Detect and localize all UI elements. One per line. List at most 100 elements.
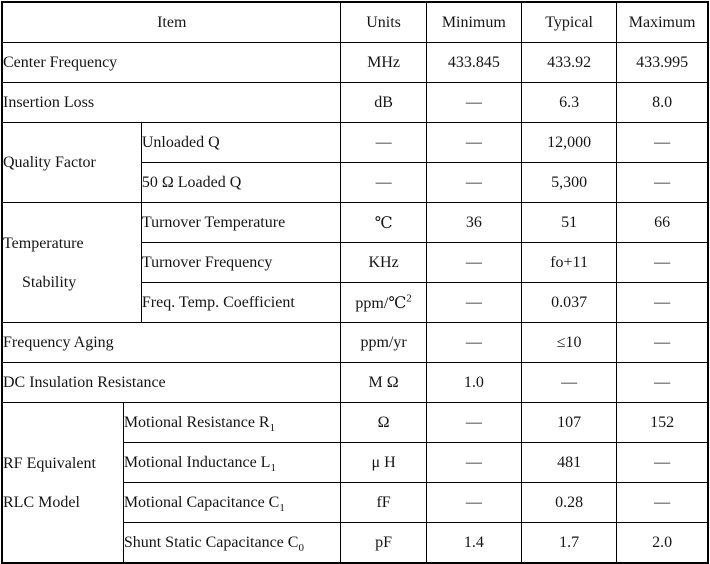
units-cell: MHz: [340, 42, 427, 83]
minimum-cell: —: [425, 122, 522, 163]
units-superscript: 2: [406, 292, 412, 305]
maximum-cell: —: [616, 162, 709, 203]
item-subscript: 1: [279, 501, 285, 514]
typical-cell: 1.7: [520, 522, 618, 564]
typical-cell: —: [520, 362, 618, 403]
item-base: Motional Inductance L: [123, 453, 271, 471]
item-subscript: 1: [269, 421, 276, 434]
minimum-cell: —: [425, 482, 522, 523]
units-cell: dB: [340, 82, 427, 123]
units-cell: fF: [340, 482, 427, 523]
minimum-cell: 1.4: [425, 522, 522, 564]
group-cell-temperature-stability: Temperature Stability: [1, 202, 142, 323]
group-line-1: Temperature: [3, 234, 84, 252]
row-dc-insulation-resistance: DC Insulation Resistance M Ω 1.0 — —: [1, 362, 709, 403]
units-cell: ppm/℃2: [340, 282, 427, 323]
minimum-cell: —: [425, 282, 522, 323]
header-maximum: Maximum: [616, 1, 709, 43]
minimum-cell: 1.0: [425, 362, 522, 403]
item-cell: Turnover Temperature: [140, 202, 342, 243]
units-cell: —: [340, 122, 427, 163]
units-cell: ppm/yr: [340, 322, 427, 363]
group-cell-quality-factor: Quality Factor: [1, 122, 142, 203]
group-line-1: RF Equivalent: [3, 454, 96, 472]
row-turnover-frequency: Turnover Frequency KHz — fo+11 —: [2, 242, 709, 283]
maximum-cell: 433.995: [616, 42, 709, 83]
row-freq-temp-coefficient: Freq. Temp. Coefficient ppm/℃2 — 0.037 —: [2, 282, 709, 323]
maximum-cell: 8.0: [616, 82, 709, 123]
row-motional-capacitance: Motional Capacitance C1 fF — 0.28 —: [2, 482, 709, 523]
item-base: Motional Capacitance C: [123, 493, 280, 511]
item-cell: Insertion Loss: [1, 82, 342, 123]
typical-cell: 481: [520, 442, 618, 483]
maximum-cell: 66: [616, 202, 709, 243]
item-cell: Motional Resistance R1: [122, 402, 342, 443]
typical-cell: 0.28: [520, 482, 618, 523]
item-subscript: 0: [298, 541, 304, 554]
item-cell: Unloaded Q: [140, 122, 342, 163]
units-base: ppm/℃: [355, 294, 407, 312]
minimum-cell: —: [425, 402, 522, 443]
header-typical: Typical: [520, 1, 618, 43]
units-cell: pF: [340, 522, 427, 564]
row-center-frequency: Center Frequency MHz 433.845 433.92 433.…: [1, 42, 709, 83]
maximum-cell: —: [616, 122, 709, 163]
minimum-cell: 36: [425, 202, 522, 243]
row-turnover-temperature: Temperature Stability Turnover Temperatu…: [1, 202, 709, 323]
units-cell: μ H: [340, 442, 427, 483]
item-cell: Shunt Static Capacitance C0: [122, 522, 342, 564]
header-item: Item: [1, 1, 342, 43]
typical-cell: 433.92: [520, 42, 618, 83]
item-subscript: 1: [270, 461, 276, 474]
maximum-cell: 152: [616, 402, 709, 443]
item-cell: Frequency Aging: [1, 322, 342, 363]
item-cell: DC Insulation Resistance: [1, 362, 342, 403]
minimum-cell: —: [425, 242, 522, 283]
minimum-cell: —: [425, 162, 522, 203]
typical-cell: 107: [520, 402, 618, 443]
item-cell: Turnover Frequency: [140, 242, 342, 283]
item-cell: Freq. Temp. Coefficient: [140, 282, 342, 323]
typical-cell: fo+11: [520, 242, 618, 283]
typical-cell: ≤10: [520, 322, 618, 363]
maximum-cell: 2.0: [616, 522, 709, 564]
typical-cell: 6.3: [520, 82, 618, 123]
minimum-cell: 433.845: [425, 42, 522, 83]
row-unloaded-q: Quality Factor Unloaded Q — — 12,000 —: [1, 122, 709, 203]
item-base: Shunt Static Capacitance C: [123, 533, 299, 551]
maximum-cell: —: [616, 362, 709, 403]
header-minimum: Minimum: [425, 1, 522, 43]
units-cell: —: [340, 162, 427, 203]
maximum-cell: —: [616, 482, 709, 523]
header-units: Units: [340, 1, 427, 43]
row-shunt-static-capacitance: Shunt Static Capacitance C0 pF 1.4 1.7 2…: [2, 522, 709, 564]
minimum-cell: —: [425, 82, 522, 123]
item-base: Motional Resistance R: [123, 413, 270, 431]
maximum-cell: —: [616, 322, 709, 363]
group-line-2: Stability: [22, 273, 77, 291]
header-row: Item Units Minimum Typical Maximum: [1, 1, 709, 43]
group-cell-rf-equivalent-rlc-model: RF Equivalent RLC Model: [1, 402, 124, 564]
group-line-2: RLC Model: [3, 493, 80, 511]
minimum-cell: —: [425, 442, 522, 483]
row-insertion-loss: Insertion Loss dB — 6.3 8.0: [1, 82, 709, 123]
maximum-cell: —: [616, 242, 709, 283]
row-loaded-q: 50 Ω Loaded Q — — 5,300 —: [2, 162, 709, 203]
item-cell: Center Frequency: [1, 42, 342, 83]
maximum-cell: —: [616, 442, 709, 483]
item-cell: Motional Capacitance C1: [122, 482, 342, 523]
item-cell: Motional Inductance L1: [122, 442, 342, 483]
typical-cell: 51: [520, 202, 618, 243]
units-cell: ℃: [340, 202, 427, 243]
maximum-cell: —: [616, 282, 709, 323]
units-cell: Ω: [340, 402, 427, 443]
item-cell: 50 Ω Loaded Q: [140, 162, 342, 203]
minimum-cell: —: [425, 322, 522, 363]
units-cell: KHz: [340, 242, 427, 283]
row-frequency-aging: Frequency Aging ppm/yr — ≤10 —: [1, 322, 709, 363]
typical-cell: 0.037: [520, 282, 618, 323]
row-motional-resistance: RF Equivalent RLC Model Motional Resista…: [1, 402, 709, 564]
typical-cell: 5,300: [520, 162, 618, 203]
